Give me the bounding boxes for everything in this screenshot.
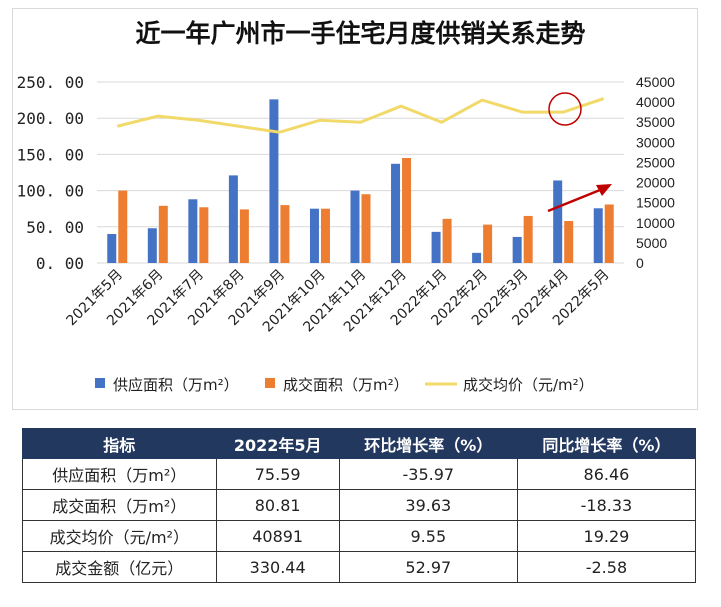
- deal-bar: [564, 221, 574, 263]
- chart: 0. 00 50. 00 100. 00 150. 00 200. 00 250. 00 0…: [17, 73, 676, 394]
- table-row: 成交金额（亿元） 330.44 52.97 -2.58: [22, 551, 697, 583]
- y-tick-label: 150. 00: [17, 145, 84, 164]
- table-cell: 39.63: [338, 489, 518, 521]
- table-cell: 80.81: [215, 489, 340, 521]
- legend-swatch: [95, 378, 105, 388]
- table-cell: -18.33: [516, 489, 697, 521]
- y2-tick-label: 40000: [636, 94, 675, 110]
- table-cell: 成交面积（万m²）: [22, 489, 217, 521]
- table-header-cell: 2022年5月: [215, 428, 340, 459]
- table-header-row: 指标 2022年5月 环比增长率（%） 同比增长率（%）: [22, 428, 697, 459]
- table-cell: 330.44: [215, 551, 340, 583]
- supply-bar: [107, 234, 117, 263]
- deal-bar: [604, 204, 614, 263]
- deal-bar: [199, 207, 209, 263]
- table-row: 成交均价（元/m²） 40891 9.55 19.29: [22, 520, 697, 552]
- trend-arrow-head: [596, 184, 612, 196]
- table-header-cell: 指标: [22, 428, 217, 459]
- supply-bar: [188, 199, 198, 263]
- summary-table: 指标 2022年5月 环比增长率（%） 同比增长率（%） 供应面积（万m²） 75.59…: [22, 428, 697, 583]
- y2-tick-label: 15000: [636, 195, 675, 211]
- table-cell: 75.59: [215, 458, 340, 490]
- supply-bar: [350, 190, 360, 263]
- legend-label: 供应面积（万m²）: [113, 376, 239, 394]
- table-cell: 40891: [215, 520, 340, 552]
- table-header-cell: 环比增长率（%）: [338, 428, 518, 459]
- y-tick-label: 50. 00: [26, 218, 84, 237]
- y-tick-label: 250. 00: [17, 73, 84, 92]
- supply-bar: [309, 208, 319, 263]
- table-row: 供应面积（万m²） 75.59 -35.97 86.46: [22, 458, 697, 490]
- supply-bar: [431, 231, 441, 263]
- legend-label: 成交均价（元/m²）: [463, 376, 594, 394]
- table-cell: -2.58: [516, 551, 697, 583]
- supply-bar: [269, 99, 279, 263]
- deal-bar: [442, 218, 452, 263]
- table-cell: 52.97: [338, 551, 518, 583]
- supply-bar: [593, 208, 603, 263]
- supply-bar: [228, 175, 238, 263]
- supply-bar: [512, 236, 522, 263]
- deal-bar: [158, 205, 168, 263]
- y2-tick-label: 35000: [636, 114, 675, 130]
- y2-tick-label: 30000: [636, 134, 675, 150]
- deal-bar: [280, 205, 290, 263]
- deal-bar: [361, 194, 371, 263]
- deal-bar: [239, 209, 249, 263]
- deal-bar: [483, 224, 493, 263]
- y2-tick-label: 10000: [636, 215, 675, 231]
- chart-title: 近一年广州市一手住宅月度供销关系走势: [135, 19, 586, 48]
- deal-bar: [320, 208, 330, 263]
- supply-bar: [391, 163, 401, 263]
- table-row: 成交面积（万m²） 80.81 39.63 -18.33: [22, 489, 697, 521]
- deal-bar: [118, 190, 128, 263]
- table-cell: 供应面积（万m²）: [22, 458, 217, 490]
- y-tick-label: 200. 00: [17, 109, 84, 128]
- table-cell: 成交金额（亿元）: [22, 551, 217, 583]
- y2-tick-label: 5000: [636, 235, 667, 251]
- table-cell: 成交均价（元/m²）: [22, 520, 217, 552]
- supply-bar: [147, 228, 157, 263]
- y2-tick-label: 45000: [636, 74, 675, 90]
- y2-tick-label: 25000: [636, 154, 675, 170]
- table-cell: 9.55: [338, 520, 518, 552]
- highlight-circle: [548, 92, 582, 126]
- trend-arrow: [547, 188, 601, 213]
- supply-bar: [472, 252, 482, 263]
- y-tick-label: 0. 00: [36, 254, 84, 273]
- legend-label: 成交面积（万m²）: [283, 376, 409, 394]
- table-cell: 86.46: [516, 458, 697, 490]
- y2-tick-label: 20000: [636, 175, 675, 191]
- y-tick-label: 100. 00: [17, 182, 84, 201]
- table-header-cell: 同比增长率（%）: [516, 428, 697, 459]
- deal-bar: [523, 215, 533, 263]
- table-cell: -35.97: [338, 458, 518, 490]
- deal-bar: [402, 158, 412, 263]
- legend-swatch: [265, 378, 275, 388]
- table-cell: 19.29: [516, 520, 697, 552]
- y2-tick-label: 0: [636, 255, 644, 271]
- supply-bar: [553, 180, 563, 263]
- price-line: [116, 97, 605, 134]
